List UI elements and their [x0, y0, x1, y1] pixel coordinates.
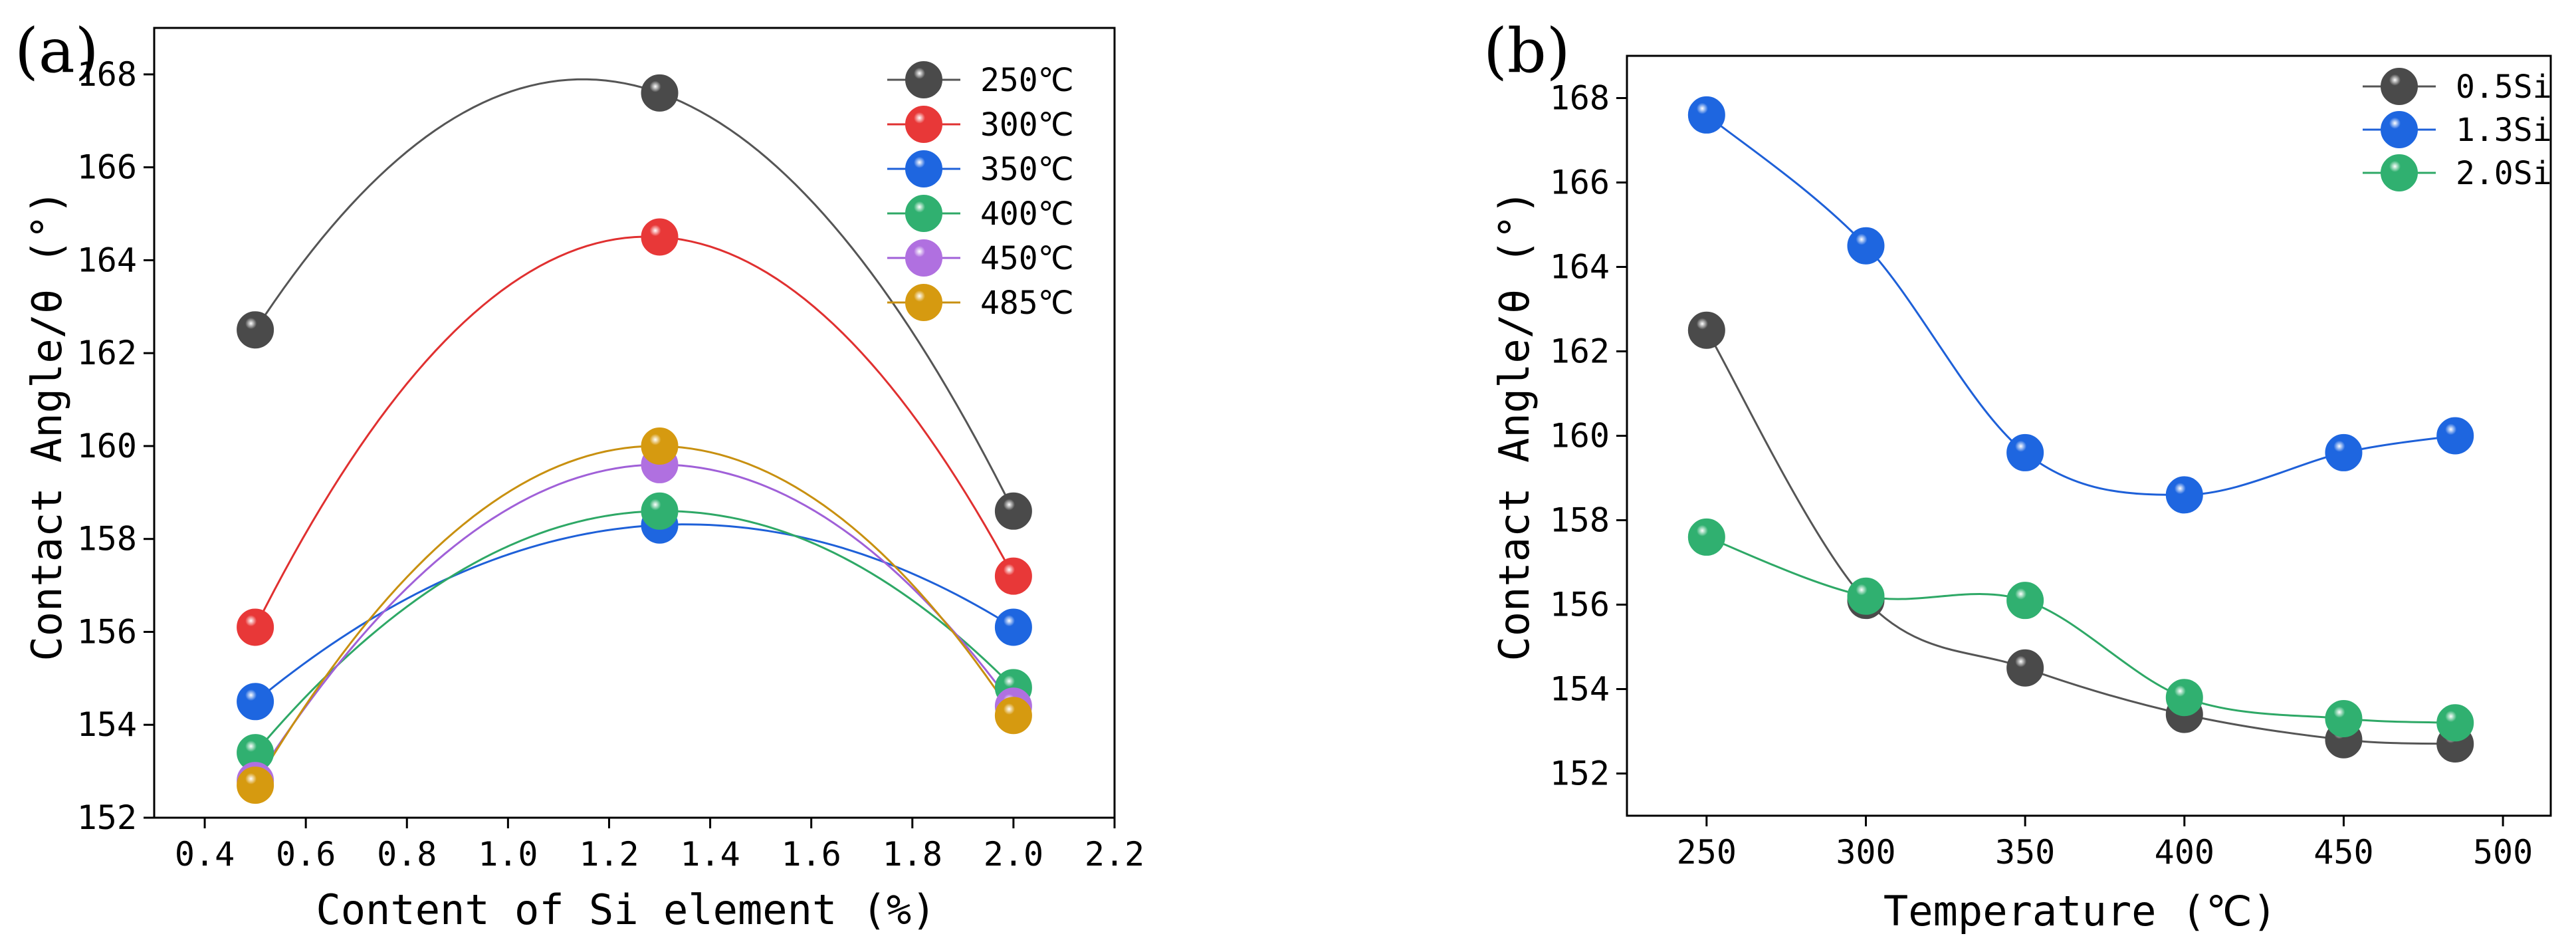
legend-marker-400℃: [905, 195, 942, 232]
data-point-350℃: [237, 683, 274, 721]
y-tick-label: 152: [77, 798, 137, 837]
series-line-450℃: [254, 463, 1015, 781]
y-tick-label: 156: [1550, 586, 1610, 624]
x-tick-label: 350: [1995, 833, 2055, 872]
legend-marker-485℃: [905, 284, 942, 321]
data-point-300℃: [237, 608, 274, 646]
legend-marker-300℃: [905, 106, 942, 143]
data-point-1.3Si: [1847, 227, 1885, 265]
data-point-300℃: [994, 557, 1032, 595]
data-point-2.0Si: [2165, 679, 2203, 717]
y-tick-label: 152: [1550, 755, 1610, 793]
legend-marker-2.0Si: [2381, 154, 2418, 191]
data-point-0.5Si: [1687, 311, 1725, 349]
data-point-1.3Si: [2436, 417, 2474, 455]
series-line-485℃: [254, 445, 1015, 786]
y-tick-label: 162: [77, 334, 137, 372]
data-point-250℃: [994, 492, 1032, 530]
y-tick-label: 154: [1550, 670, 1610, 709]
x-tick-label: 1.8: [883, 835, 942, 874]
legend-label: 485℃: [980, 285, 1074, 322]
data-point-350℃: [994, 608, 1032, 646]
panel-a-label: (a): [15, 15, 99, 86]
y-tick-label: 158: [1550, 501, 1610, 540]
x-tick-label: 2.0: [984, 835, 1043, 874]
x-tick-label: 1.4: [680, 835, 740, 874]
panel-b-ylabel: Contact Angle/θ (°): [1490, 189, 1539, 661]
data-point-300℃: [641, 218, 679, 256]
legend-marker-0.5Si: [2381, 68, 2418, 105]
x-tick-label: 1.6: [782, 835, 841, 874]
panel-a-xlabel: Content of Si element (%): [316, 886, 936, 934]
y-tick-label: 160: [77, 427, 137, 465]
legend-label: 450℃: [980, 240, 1074, 277]
y-tick-label: 166: [1550, 164, 1610, 202]
legend-label: 250℃: [980, 62, 1074, 99]
y-tick-label: 162: [1550, 332, 1610, 371]
series-line-250℃: [254, 78, 1015, 512]
data-point-1.3Si: [2006, 433, 2044, 471]
y-tick-label: 164: [77, 241, 137, 279]
x-tick-label: 300: [1836, 833, 1895, 872]
y-tick-label: 160: [1550, 417, 1610, 455]
panel-b-xlabel: Temperature (℃): [1883, 887, 2277, 935]
x-tick-label: 450: [2313, 833, 2373, 872]
legend-label: 1.3Si: [2456, 112, 2552, 149]
x-tick-label: 500: [2473, 833, 2533, 872]
legend-label: 0.5Si: [2456, 68, 2552, 106]
data-point-2.0Si: [2325, 699, 2363, 737]
x-tick-label: 400: [2155, 833, 2214, 872]
legend-marker-450℃: [905, 239, 942, 277]
data-point-400℃: [641, 492, 679, 530]
data-point-2.0Si: [1687, 518, 1725, 556]
legend-marker-250℃: [905, 61, 942, 98]
y-tick-label: 154: [77, 705, 137, 744]
y-tick-label: 158: [77, 520, 137, 558]
y-tick-label: 168: [1550, 79, 1610, 118]
legend-marker-1.3Si: [2381, 111, 2418, 148]
series-line-350℃: [255, 523, 1014, 703]
legend-label: 400℃: [980, 195, 1074, 233]
legend-label: 2.0Si: [2456, 155, 2552, 192]
series-line-400℃: [254, 510, 1014, 754]
data-point-250℃: [237, 311, 274, 349]
series-line-2.0Si: [1706, 536, 2456, 724]
data-point-485℃: [994, 697, 1032, 735]
y-tick-label: 164: [1550, 248, 1610, 287]
data-point-2.0Si: [2006, 582, 2044, 620]
series-line-300℃: [254, 235, 1015, 628]
data-point-2.0Si: [2436, 704, 2474, 742]
data-point-1.3Si: [1687, 96, 1725, 134]
x-tick-label: 0.6: [276, 835, 336, 874]
panel-b-chart: (b) Temperature (℃) Contact Angle/θ (°) …: [1483, 15, 2552, 935]
data-point-2.0Si: [1847, 577, 1885, 615]
x-tick-label: 0.8: [377, 835, 437, 874]
data-point-485℃: [237, 767, 274, 804]
legend-marker-350℃: [905, 150, 942, 187]
y-tick-label: 168: [77, 55, 137, 94]
series-line-0.5Si: [1705, 329, 2456, 745]
x-tick-label: 1.0: [478, 835, 538, 874]
panel-b-label: (b): [1483, 15, 1570, 86]
data-point-1.3Si: [2325, 433, 2363, 471]
panel-a-ylabel: Contact Angle/θ (°): [23, 189, 71, 661]
data-point-250℃: [641, 74, 679, 112]
x-tick-label: 1.2: [579, 835, 639, 874]
data-point-485℃: [641, 427, 679, 465]
x-tick-label: 2.2: [1085, 835, 1144, 874]
legend-label: 350℃: [980, 151, 1074, 188]
y-tick-label: 166: [77, 148, 137, 187]
legend-label: 300℃: [980, 106, 1074, 144]
x-tick-label: 0.4: [175, 835, 235, 874]
plot-frame: [153, 27, 1116, 819]
y-tick-label: 156: [77, 612, 137, 651]
x-tick-label: 250: [1677, 833, 1737, 872]
panel-a-chart: (a) Content of Si element (%) Contact An…: [15, 15, 1144, 934]
data-point-1.3Si: [2165, 476, 2203, 514]
data-point-0.5Si: [2006, 649, 2044, 687]
